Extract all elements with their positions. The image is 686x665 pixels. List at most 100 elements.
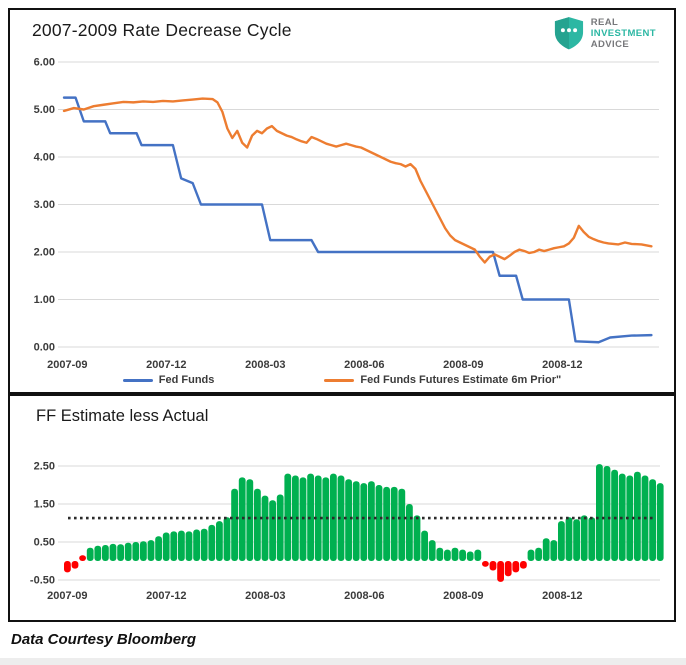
bar xyxy=(276,494,284,561)
bar xyxy=(580,515,588,561)
bar xyxy=(132,542,140,561)
fed-funds-line xyxy=(62,96,653,344)
legend-label: Fed Funds Futures Estimate 6m Prior" xyxy=(360,374,562,386)
bar xyxy=(596,464,603,561)
x-axis-label: 2008-06 xyxy=(344,590,384,602)
y-axis-label: 4.00 xyxy=(34,152,55,164)
y-axis-label: -0.50 xyxy=(30,575,55,587)
y-axis-label: 5.00 xyxy=(34,104,55,116)
logo-line-real: REAL xyxy=(590,16,619,28)
rate-cycle-chart: 6.00 5.00 4.00 3.00 2.00 1.00 0.00 2007-09 2007-… xyxy=(34,57,659,371)
ff-estimate-panel: FF Estimate less Actual 2.50 1.50 0.50 -0.5… xyxy=(8,394,676,622)
bar xyxy=(482,561,489,567)
bar xyxy=(86,547,94,561)
bar xyxy=(269,500,276,561)
bar xyxy=(71,561,79,569)
bar xyxy=(634,471,641,561)
bar xyxy=(102,545,109,561)
bar xyxy=(520,561,527,569)
x-axis-label: 2007-12 xyxy=(146,590,186,602)
legend-swatch xyxy=(324,378,355,382)
bar xyxy=(216,521,223,561)
bar xyxy=(565,517,573,561)
legend-item: Fed Funds xyxy=(122,374,214,386)
legend-swatch xyxy=(122,378,153,382)
logo-line-investment: INVESTMENT xyxy=(590,27,656,39)
x-axis-label: 2007-09 xyxy=(47,359,87,371)
x-axis-label: 2008-09 xyxy=(443,590,483,602)
bar xyxy=(444,549,451,561)
y-axis-label: 6.00 xyxy=(34,57,55,69)
bar xyxy=(459,549,466,561)
bar xyxy=(231,488,238,561)
bar xyxy=(573,519,580,561)
bar xyxy=(611,469,618,561)
chart-legend: Fed Funds Fed Funds Futures Estimate 6m P… xyxy=(10,374,674,386)
bar xyxy=(603,466,611,561)
y-axis-label: 2.00 xyxy=(34,247,55,259)
bar xyxy=(656,483,664,561)
bar xyxy=(208,524,216,561)
bar xyxy=(375,485,383,561)
bar xyxy=(345,479,352,561)
bar xyxy=(550,540,558,561)
x-axis-label: 2008-09 xyxy=(443,359,483,371)
bar xyxy=(535,547,542,561)
bar xyxy=(398,488,406,561)
bar xyxy=(649,479,656,561)
bar xyxy=(558,521,565,561)
bar xyxy=(64,561,71,573)
x-axis-label: 2008-03 xyxy=(245,359,285,371)
logo-text: REAL INVESTMENT ADVICE xyxy=(591,17,656,50)
y-axis-label: 1.00 xyxy=(34,294,55,306)
bar xyxy=(436,547,444,561)
bar xyxy=(162,532,170,561)
bar xyxy=(421,530,428,561)
bar xyxy=(170,531,178,561)
x-axis-label: 2007-12 xyxy=(146,359,186,371)
bar xyxy=(406,504,413,561)
bar xyxy=(451,547,459,561)
x-axis-label: 2007-09 xyxy=(47,590,87,602)
bar xyxy=(474,549,482,561)
ff-estimate-title: FF Estimate less Actual xyxy=(36,407,209,425)
y-axis-label: 3.00 xyxy=(34,199,55,211)
bar xyxy=(284,473,292,561)
bar xyxy=(360,483,368,561)
bar xyxy=(413,515,421,561)
x-axis-label: 2008-06 xyxy=(344,359,384,371)
futures-estimate-line xyxy=(62,97,653,264)
bar xyxy=(542,538,550,561)
logo-line-advice: ADVICE xyxy=(590,38,630,50)
bar xyxy=(147,540,155,561)
rate-cycle-title: 2007-2009 Rate Decrease Cycle xyxy=(32,20,292,40)
bar xyxy=(428,540,436,561)
bar xyxy=(254,488,261,561)
y-axis-label: 0.50 xyxy=(34,537,55,549)
bar xyxy=(140,541,147,561)
bar xyxy=(588,517,596,561)
data-credit: Data Courtesy Bloomberg xyxy=(11,631,197,648)
bottom-strip xyxy=(0,658,686,665)
bar xyxy=(383,486,390,561)
bar xyxy=(337,475,345,561)
bar xyxy=(322,477,330,561)
x-axis-label: 2008-12 xyxy=(542,359,582,371)
bar xyxy=(124,542,132,561)
bar xyxy=(193,529,200,561)
y-axis-label: 1.50 xyxy=(34,499,55,511)
bar xyxy=(79,555,86,561)
legend-item: Fed Funds Futures Estimate 6m Prior" xyxy=(324,374,561,386)
bar xyxy=(185,531,193,561)
bar xyxy=(368,481,375,561)
y-axis-label: 0.00 xyxy=(34,342,55,354)
bar xyxy=(292,475,299,561)
bar xyxy=(497,561,504,582)
ff-estimate-chart: 2.50 1.50 0.50 -0.50 2007-09 2007-12 2008-03 20… xyxy=(30,461,664,602)
bar xyxy=(109,543,117,561)
real-investment-advice-logo: REAL INVESTMENT ADVICE xyxy=(554,16,656,50)
bar xyxy=(94,545,102,561)
x-axis-label: 2008-12 xyxy=(542,590,582,602)
bar xyxy=(504,561,512,577)
